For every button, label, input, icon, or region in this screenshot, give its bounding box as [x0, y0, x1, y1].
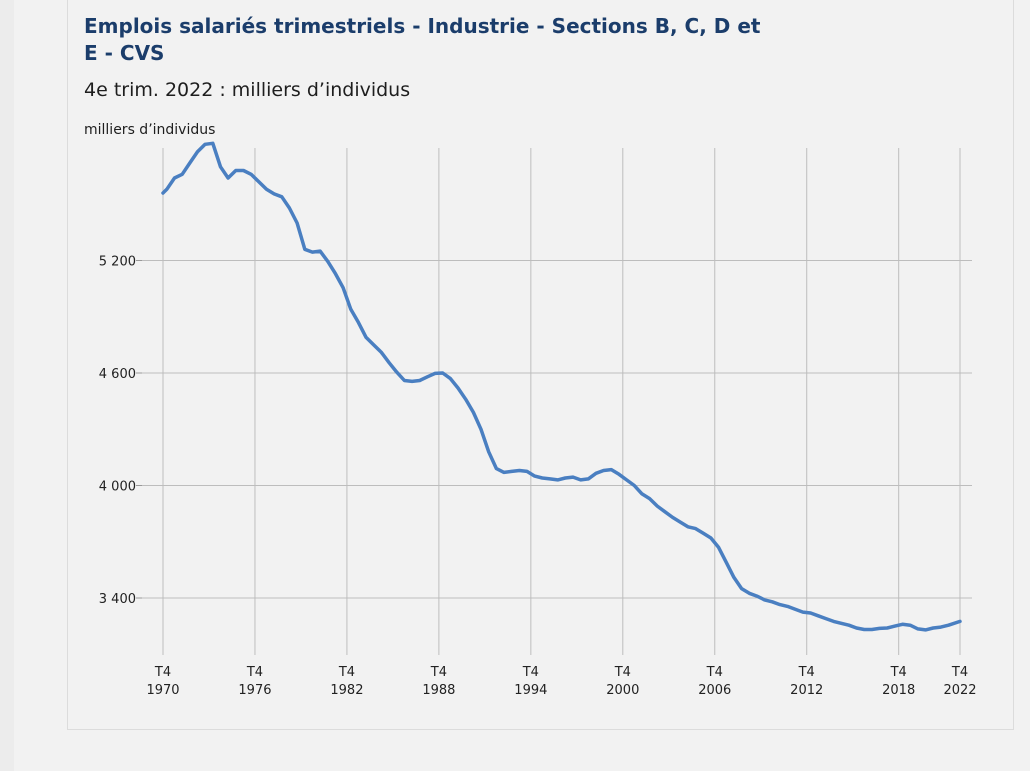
series-line — [161, 141, 962, 632]
x-tick-label-year: 2000 — [606, 683, 639, 698]
x-tick-label-quarter: T4 — [798, 665, 815, 680]
y-tick-label: 5 200 — [99, 255, 136, 270]
x-tick-label-quarter: T4 — [614, 665, 631, 680]
y-tick-label: 4 600 — [99, 367, 136, 382]
chart-title: Emplois salariés trimestriels - Industri… — [84, 14, 761, 65]
x-tick-label-quarter: T4 — [890, 665, 907, 680]
x-tick-label-quarter: T4 — [246, 665, 263, 680]
y-axis-unit-label: milliers d’individus — [84, 122, 216, 138]
x-tick-label-year: 2012 — [790, 683, 823, 698]
x-tick-label-year: 2018 — [882, 683, 915, 698]
y-tick-label: 4 000 — [99, 480, 136, 495]
x-tick-label-year: 1982 — [330, 683, 363, 698]
x-tick-label-year: 1970 — [146, 683, 179, 698]
x-tick-label-quarter: T4 — [430, 665, 447, 680]
x-tick-label-year: 2006 — [698, 683, 731, 698]
x-tick-label-quarter: T4 — [951, 665, 968, 680]
x-tick-label-quarter: T4 — [522, 665, 539, 680]
x-tick-label-quarter: T4 — [338, 665, 355, 680]
x-tick-label-year: 2022 — [943, 683, 976, 698]
x-tick-label-quarter: T4 — [706, 665, 723, 680]
x-tick-label-quarter: T4 — [154, 665, 171, 680]
x-tick-label-year: 1994 — [514, 683, 547, 698]
y-tick-label: 3 400 — [99, 592, 136, 607]
x-tick-label-year: 1988 — [422, 683, 455, 698]
chart-panel — [67, 0, 1014, 730]
x-tick-label-year: 1976 — [238, 683, 271, 698]
left-margin-strip — [0, 0, 14, 771]
chart-subtitle: 4e trim. 2022 : milliers d’individus — [84, 79, 411, 101]
